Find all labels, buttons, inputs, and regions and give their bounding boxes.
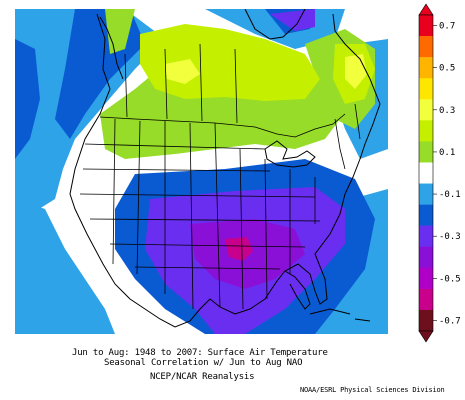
colorbar-label: -0.5 <box>439 274 461 284</box>
colorbar-label: 0.7 <box>439 22 455 32</box>
colorbar: 0.7 0.5 0.3 0.1 -0.1 -0.3 -0.5 -0.7 <box>418 3 461 343</box>
map-canvas <box>15 9 388 334</box>
colorbar-bottom-arrow <box>418 330 434 343</box>
colorbar-label: -0.7 <box>439 316 461 326</box>
colorbar-swatch <box>419 57 433 79</box>
caribbean-islands-outline <box>309 308 371 322</box>
great-lakes-outline <box>264 140 316 168</box>
field-negative-weak-west <box>15 9 165 224</box>
colorbar-label: -0.1 <box>439 190 461 200</box>
colorbar-label: 0.5 <box>439 64 455 74</box>
colorbar-swatch <box>419 162 433 184</box>
colorbar-swatch <box>419 183 433 205</box>
continent-outline <box>69 13 381 328</box>
colorbar-swatch <box>419 267 433 290</box>
colorbar-label: 0.1 <box>439 148 455 158</box>
colorbar-swatch <box>419 246 433 269</box>
alaska-panhandle-outline <box>99 16 124 80</box>
colorbar-swatch <box>419 204 433 226</box>
colorbar-label: 0.3 <box>439 106 455 116</box>
colorbar-swatch <box>419 225 433 248</box>
hudson-bay-outline <box>244 9 306 40</box>
colorbar-swatch <box>419 120 433 142</box>
florida-outline <box>284 270 311 310</box>
colorbar-swatch <box>419 288 433 311</box>
field-negative-medium-pacific <box>15 39 40 159</box>
colorbar-swatch <box>419 141 433 163</box>
caption-dataset: NCEP/NCAR Reanalysis <box>150 372 255 382</box>
caption-subtitle: Seasonal Correlation w/ Jun to Aug NAO <box>104 358 303 368</box>
colorbar-swatch <box>419 309 433 332</box>
colorbar-swatch <box>419 36 433 58</box>
caption-title: Jun to Aug: 1948 to 2007: Surface Air Te… <box>72 348 328 358</box>
field-negative-strong-north <box>270 9 315 31</box>
boundary-lines <box>79 43 361 310</box>
field-positive-strong-north <box>165 59 200 84</box>
colorbar-label: -0.3 <box>439 232 461 242</box>
colorbar-top-arrow <box>418 3 434 16</box>
colorbar-swatch <box>419 78 433 100</box>
colorbar-swatch <box>419 15 433 37</box>
colorbar-labels: 0.7 0.5 0.3 0.1 -0.1 -0.3 -0.5 -0.7 <box>433 22 461 326</box>
credit-text: NOAA/ESRL Physical Sciences Division <box>300 386 445 394</box>
colorbar-swatch <box>419 99 433 121</box>
field-negative-weak-pacific-offshore <box>15 199 115 334</box>
field-negative-peak-texas <box>225 237 253 261</box>
correlation-map <box>15 9 388 334</box>
colorbar-swatches <box>418 3 434 343</box>
